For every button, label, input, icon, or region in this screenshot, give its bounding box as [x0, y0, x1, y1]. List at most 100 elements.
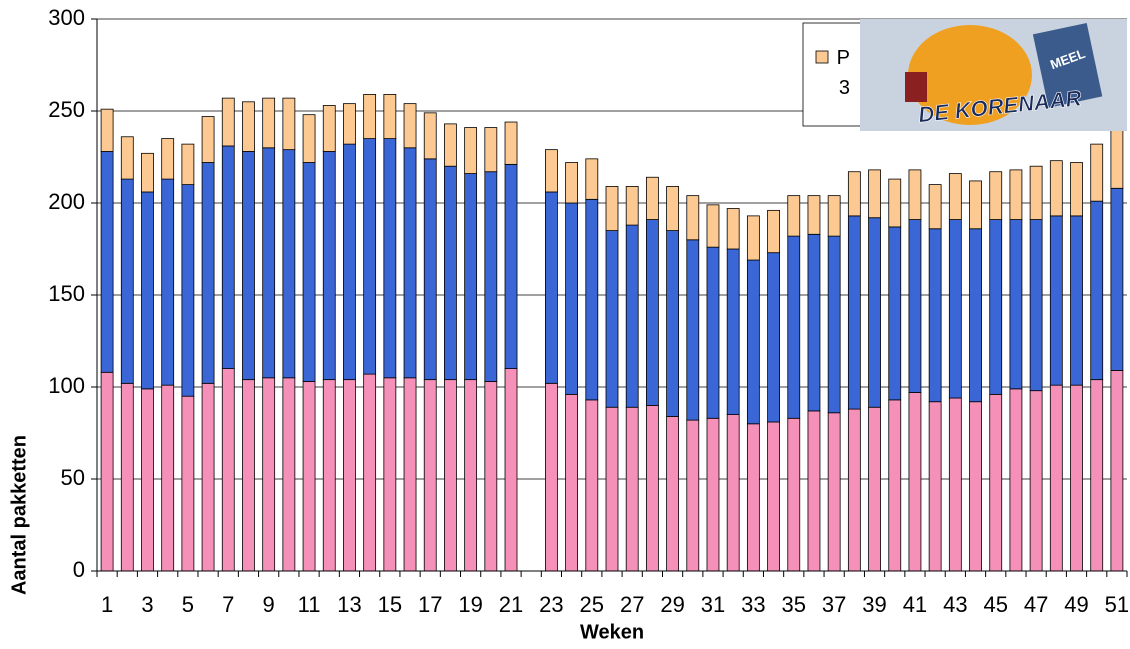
bar-segment — [221, 97, 235, 147]
bar-segment — [645, 219, 659, 406]
bar-segment — [969, 228, 982, 403]
bar-segment — [1009, 169, 1023, 220]
legend-swatch — [815, 50, 829, 64]
bar-segment — [383, 94, 397, 140]
bar-segment — [484, 127, 498, 173]
bar-segment — [484, 171, 498, 382]
x-tick-label: 31 — [701, 592, 725, 617]
x-tick-label: 35 — [782, 592, 806, 617]
x-tick-label: 11 — [298, 592, 321, 617]
bar-segment — [262, 147, 276, 379]
bar-segment — [787, 195, 801, 237]
y-tick-label: 100 — [48, 373, 85, 398]
bar-segment — [928, 401, 942, 572]
bar-segment — [625, 186, 639, 226]
bar-segment — [1049, 384, 1063, 572]
x-tick-label: 1 — [101, 592, 113, 617]
x-tick-label: 41 — [903, 592, 927, 617]
bar-segment — [888, 226, 902, 401]
bar-segment — [322, 151, 336, 381]
bar-segment — [928, 228, 942, 403]
bar-segment — [423, 379, 437, 572]
bar-segment — [948, 219, 962, 399]
bar-segment — [1070, 215, 1083, 386]
bar-segment — [827, 235, 841, 414]
bar-segment — [908, 169, 922, 220]
bar-segment — [423, 112, 437, 160]
bar-segment — [807, 410, 821, 572]
bar-segment — [141, 388, 154, 572]
bar-segment — [343, 103, 356, 145]
bar-segment — [847, 171, 861, 217]
bar-segment — [827, 195, 841, 237]
y-tick-label: 300 — [48, 5, 85, 30]
x-tick-label: 37 — [822, 592, 846, 617]
bar-segment — [645, 176, 659, 220]
bar-segment — [181, 143, 195, 185]
bar-segment — [767, 252, 780, 423]
bar-segment — [1029, 219, 1043, 392]
x-tick-label: 5 — [182, 592, 194, 617]
bar-segment — [645, 404, 659, 572]
bar-segment — [847, 215, 861, 410]
x-tick-label: 51 — [1105, 592, 1129, 617]
bar-segment — [1110, 370, 1124, 572]
bar-segment — [767, 421, 780, 572]
x-tick-label: 45 — [983, 592, 1007, 617]
bar-segment — [746, 215, 760, 261]
y-tick-label: 50 — [61, 465, 85, 490]
bar-segment — [1090, 379, 1104, 572]
x-tick-label: 21 — [499, 592, 523, 617]
bar-segment — [120, 136, 134, 180]
bar-segment — [666, 186, 679, 232]
bar-segment — [868, 169, 881, 219]
bar-segment — [746, 259, 760, 425]
x-tick-label: 25 — [580, 592, 604, 617]
bar-segment — [1029, 165, 1043, 220]
bar-segment — [787, 417, 801, 572]
bar-segment — [403, 103, 417, 149]
bar-segment — [161, 138, 175, 180]
bar-segment — [100, 371, 114, 572]
bar-segment — [686, 195, 700, 241]
x-tick-label: 7 — [222, 592, 234, 617]
bar-segment — [120, 382, 134, 572]
bar-segment — [868, 217, 881, 408]
bar-segment — [141, 152, 154, 193]
bar-segment — [242, 101, 255, 152]
bar-segment — [666, 416, 679, 572]
bar-segment — [161, 384, 175, 572]
bar-segment — [868, 406, 881, 572]
bar-segment — [100, 108, 114, 152]
bar-segment — [605, 186, 619, 232]
bar-segment — [1110, 128, 1124, 189]
bar-segment — [827, 412, 841, 572]
x-tick-label: 15 — [378, 592, 402, 617]
bar-segment — [847, 408, 861, 572]
legend-label: P 3 — [836, 47, 850, 99]
logo-jar — [905, 72, 927, 102]
x-tick-label: 13 — [337, 592, 361, 617]
bar-segment — [282, 97, 296, 151]
bar-segment — [1090, 143, 1104, 202]
legend-entry: P 3 — [836, 47, 850, 99]
bar-segment — [201, 382, 215, 572]
bar-segment — [282, 149, 296, 379]
bar-segment — [423, 158, 437, 381]
bar-segment — [1009, 388, 1023, 572]
bar-segment — [302, 162, 316, 382]
bar-segment — [807, 195, 821, 235]
x-tick-label: 33 — [741, 592, 765, 617]
bar-segment — [464, 379, 478, 572]
bar-segment — [625, 406, 639, 572]
y-tick-label: 150 — [48, 281, 85, 306]
bar-segment — [928, 184, 942, 230]
bar-segment — [605, 230, 619, 408]
bar-segment — [363, 373, 377, 572]
x-tick-label: 39 — [862, 592, 886, 617]
bar-segment — [1049, 215, 1063, 386]
bar-segment — [706, 246, 720, 419]
y-tick-label: 250 — [48, 97, 85, 122]
bar-segment — [625, 224, 639, 408]
